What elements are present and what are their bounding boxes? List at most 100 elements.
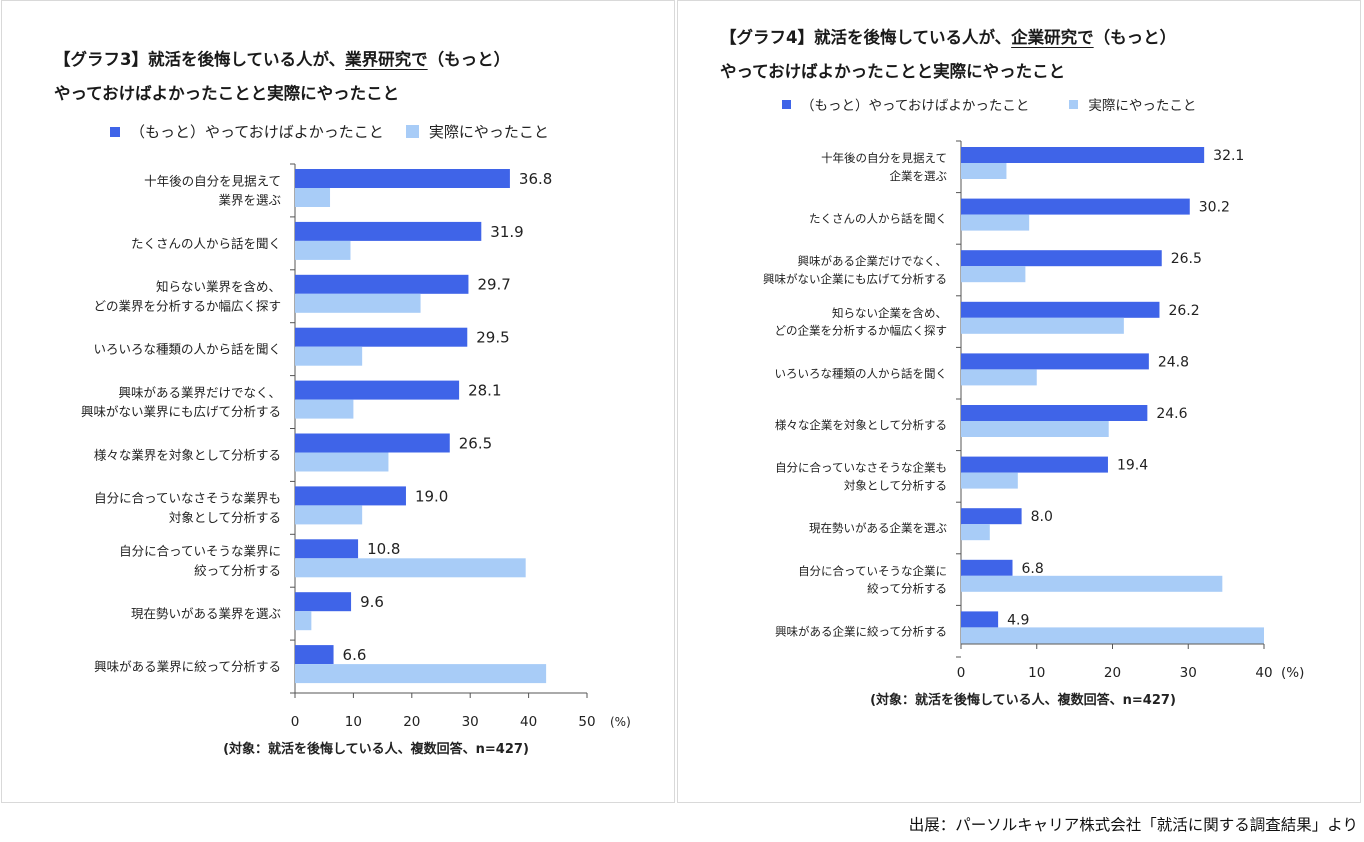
bar-series1 [961, 559, 1013, 576]
chart-panel-graph4: 【グラフ4】就活を後悔している人が、企業研究で（もっと） やっておけばよかったこ… [677, 0, 1361, 803]
legend-swatch-series1 [782, 99, 791, 109]
bar-series2 [961, 163, 1007, 179]
bar-series2 [961, 421, 1109, 437]
data-label: 19.4 [1117, 458, 1148, 474]
category-label: 興味がない業界にも広げて分析する [81, 404, 281, 419]
data-label: 36.8 [519, 170, 552, 188]
bar-series2 [295, 240, 351, 260]
title-pre: 【グラフ4】就活を後悔している人が、 [720, 28, 1012, 47]
category-label: 対象として分析する [169, 510, 281, 525]
data-label: 24.8 [1158, 354, 1189, 370]
data-label: 31.9 [490, 223, 523, 241]
category-label: たくさんの人から話を聞く [131, 236, 281, 251]
bar-series1 [295, 221, 482, 241]
chart-note: (対象：就活を後悔している人、複数回答、n=427) [223, 741, 529, 757]
data-label: 19.0 [415, 487, 448, 505]
chart-title-line1: 【グラフ4】就活を後悔している人が、企業研究で（もっと） [720, 21, 1176, 55]
legend-item-series2: 実際にやったこと [1069, 94, 1196, 114]
legend-label-series2: 実際にやったこと [1088, 98, 1197, 114]
category-label: たくさんの人から話を聞く [809, 212, 947, 226]
data-label: 6.8 [1022, 561, 1044, 577]
chart-title-line1: 【グラフ3】就活を後悔している人が、業界研究で（もっと） [54, 43, 510, 77]
bar-series2 [961, 472, 1018, 489]
data-label: 26.2 [1168, 303, 1199, 319]
data-label: 29.7 [477, 276, 510, 294]
x-tick-label: 0 [291, 714, 300, 730]
x-unit-label: (%) [1281, 665, 1304, 681]
bar-series2 [295, 346, 363, 366]
bar-series2 [295, 611, 312, 631]
bar-series1 [295, 380, 460, 400]
category-label: いろいろな種類の人から話を聞く [93, 342, 281, 357]
category-label: 十年後の自分を見据えて [821, 151, 947, 165]
legend-swatch-series2 [1069, 99, 1079, 109]
legend-item-series2: 実際にやったこと [405, 121, 549, 142]
data-label: 6.6 [343, 646, 367, 664]
data-label: 10.8 [367, 540, 400, 558]
bar-series2 [961, 627, 1264, 644]
data-label: 9.6 [360, 593, 384, 611]
data-label: 8.0 [1031, 509, 1053, 525]
bar-series1 [961, 198, 1190, 215]
category-label: 様々な業界を対象として分析する [94, 447, 281, 462]
bar-series1 [295, 486, 406, 506]
x-tick-label: 40 [520, 714, 537, 730]
bar-series2 [295, 452, 389, 472]
chart-panel-graph3: 【グラフ3】就活を後悔している人が、業界研究で（もっと） やっておけばよかったこ… [1, 0, 675, 803]
bar-series2 [961, 214, 1030, 231]
bar-series1 [295, 539, 359, 559]
bar-series2 [295, 558, 526, 578]
bar-series1 [295, 433, 450, 453]
data-label: 4.9 [1007, 612, 1029, 628]
bar-series1 [295, 592, 352, 612]
legend-item-series1: （もっと）やっておけばよかったこと [110, 121, 384, 142]
bar-series1 [961, 250, 1162, 267]
category-label: 様々な企業を対象として分析する [775, 418, 947, 432]
bar-series2 [961, 317, 1124, 334]
legend-label-series1: （もっと）やっておけばよかったこと [130, 123, 384, 141]
bar-series2 [295, 505, 363, 525]
bar-series1 [961, 508, 1022, 525]
category-label: 自分に合っていなさそうな業界も [94, 491, 281, 506]
x-tick-label: 30 [1180, 665, 1197, 681]
category-label: 興味がある企業に絞って分析する [775, 624, 947, 638]
chart-title-line2: やっておけばよかったことと実際にやったこと [720, 62, 1066, 81]
category-label: 興味がない企業にも広げて分析する [763, 272, 947, 286]
x-tick-label: 40 [1255, 665, 1272, 681]
chart-title: 【グラフ4】就活を後悔している人が、企業研究で（もっと） やっておけばよかったこ… [720, 21, 1176, 89]
category-label: 興味がある企業だけでなく、 [798, 254, 948, 268]
data-label: 30.2 [1199, 200, 1230, 216]
category-label: 現在勢いがある業界を選ぶ [131, 606, 281, 621]
x-unit-label: (%) [610, 715, 631, 729]
bar-series1 [961, 456, 1108, 473]
bar-series1 [295, 327, 468, 347]
category-label: 十年後の自分を見据えて [144, 173, 281, 188]
legend-item-series1: （もっと）やっておけばよかったこと [782, 94, 1029, 114]
data-label: 32.1 [1213, 148, 1244, 164]
x-tick-label: 30 [462, 714, 479, 730]
category-label: 企業を選ぶ [890, 169, 948, 183]
bar-series2 [295, 188, 331, 207]
title-underlined: 企業研究で [1011, 28, 1094, 47]
category-label: 業界を選ぶ [218, 193, 281, 208]
title-underlined: 業界研究で [345, 50, 428, 69]
category-label: 自分に合っていそうな業界に [119, 544, 281, 559]
bar-series2 [961, 524, 990, 541]
bar-series2 [295, 399, 354, 419]
data-label: 28.1 [468, 382, 501, 400]
chart-title: 【グラフ3】就活を後悔している人が、業界研究で（もっと） やっておけばよかったこ… [54, 43, 510, 111]
data-label: 29.5 [476, 329, 509, 347]
category-label: 知らない業界を含め、 [156, 279, 281, 294]
legend-label-series2: 実際にやったこと [428, 123, 549, 141]
x-tick-label: 50 [578, 714, 595, 730]
title-post: （もっと） [1093, 28, 1177, 47]
category-label: どの業界を分析するか幅広く探す [93, 298, 281, 313]
bar-series1 [961, 611, 999, 628]
legend-swatch-series1 [110, 126, 120, 137]
bar-series2 [961, 575, 1223, 592]
category-label: いろいろな種類の人から話を聞く [775, 366, 948, 380]
category-label: 絞って分析する [194, 563, 281, 578]
category-label: 興味がある業界だけでなく、 [118, 385, 281, 400]
